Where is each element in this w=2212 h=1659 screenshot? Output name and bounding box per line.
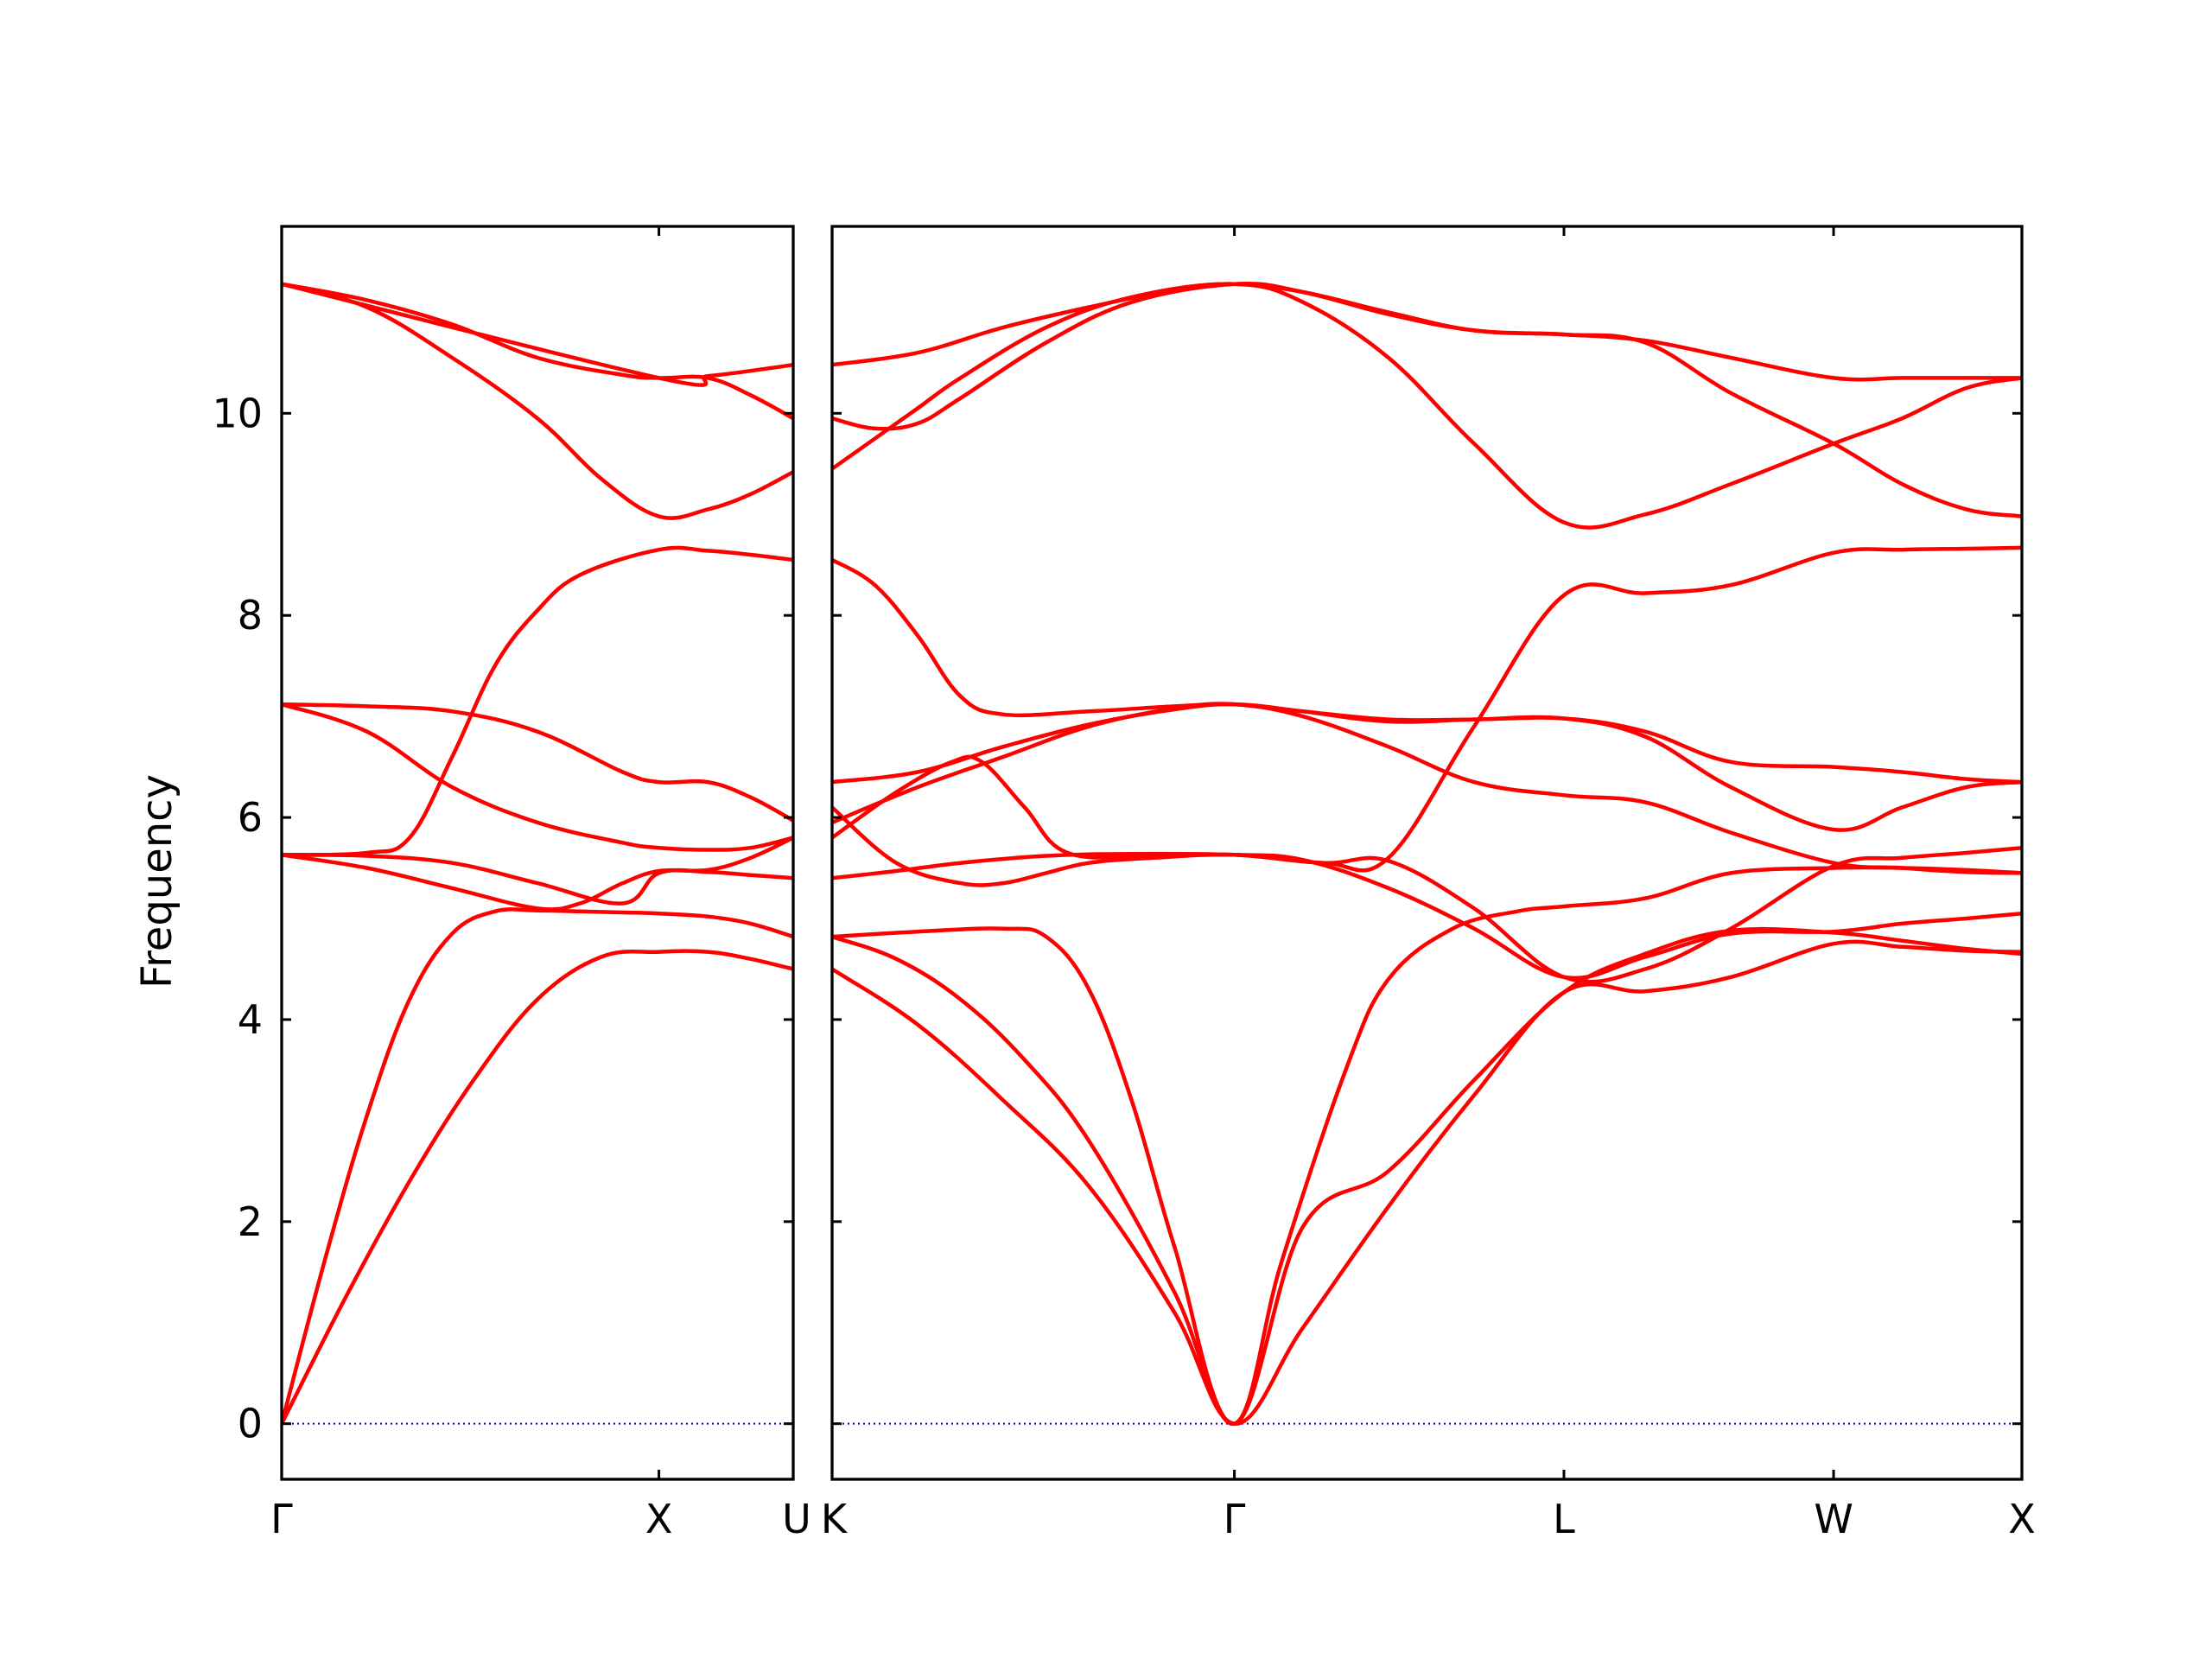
band-7 [832,702,2022,875]
y-tick-label: 2 [238,1198,263,1245]
panel-plot-area [282,282,793,1426]
x-tick-label: Γ [270,1496,293,1542]
y-tick-label: 8 [238,592,263,639]
band-1 [832,939,2022,1426]
band-7 [282,702,793,823]
band-1 [282,949,793,1426]
panel-gamma-x-u: 0 2 4 6 8 10 Γ X U [212,225,811,1542]
y-tick-label: 10 [212,390,263,436]
y-axis-label: Frequency [133,774,181,988]
x-tick-label: X [2008,1496,2036,1542]
band-3 [282,836,793,912]
panel-frame [830,225,2024,1481]
band-4 [832,851,2022,981]
band-12 [832,282,2022,382]
panel-frame [280,225,795,1481]
x-tick-label: Γ [1224,1496,1246,1542]
y-tick-label: 6 [238,794,263,841]
band-8 [282,282,793,520]
band-5 [832,545,2022,887]
band-10 [832,282,2022,530]
x-tick-label: U [782,1496,811,1542]
y-tick-label: 4 [238,996,263,1043]
x-tick-label: K [821,1496,849,1542]
band-3 [832,926,2022,1426]
band-2 [282,907,793,1426]
x-tick-label: X [645,1496,673,1542]
band-6 [282,702,793,852]
band-10 [282,282,793,387]
band-9 [282,282,793,421]
chart-panels: 0 2 4 6 8 10 Γ X U K Γ L W X [212,225,2036,1542]
x-tick-label: L [1553,1496,1575,1542]
band-9 [832,557,2022,785]
band-5 [282,545,793,857]
panel-plot-area [832,281,2022,1426]
band-4 [282,853,793,906]
band-2 [832,865,2022,1426]
band-11 [832,281,2022,518]
y-tick-label: 0 [238,1401,263,1447]
x-tick-label: W [1814,1496,1853,1542]
